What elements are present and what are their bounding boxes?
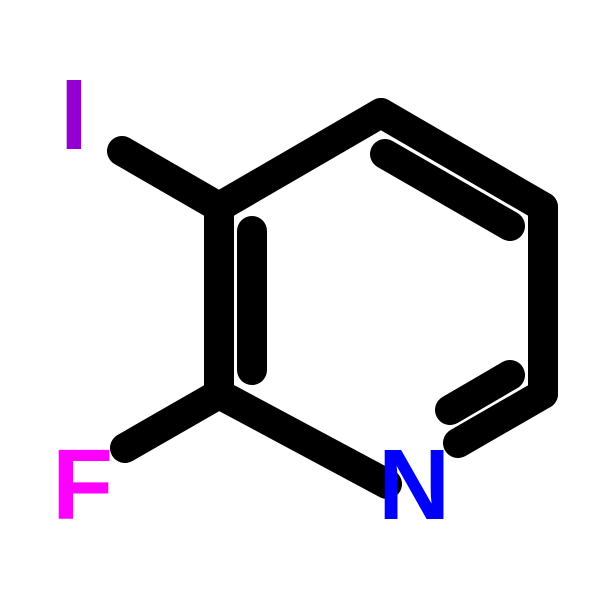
nitrogen-label: N [378, 428, 450, 543]
bond-5 [219, 394, 387, 484]
molecule-diagram: I F N [0, 0, 600, 600]
bond-1 [219, 113, 381, 207]
bond-fluorine [125, 394, 219, 448]
bond-iodine [122, 151, 219, 207]
fluorine-label: F [52, 428, 113, 543]
iodine-label: I [60, 58, 88, 173]
